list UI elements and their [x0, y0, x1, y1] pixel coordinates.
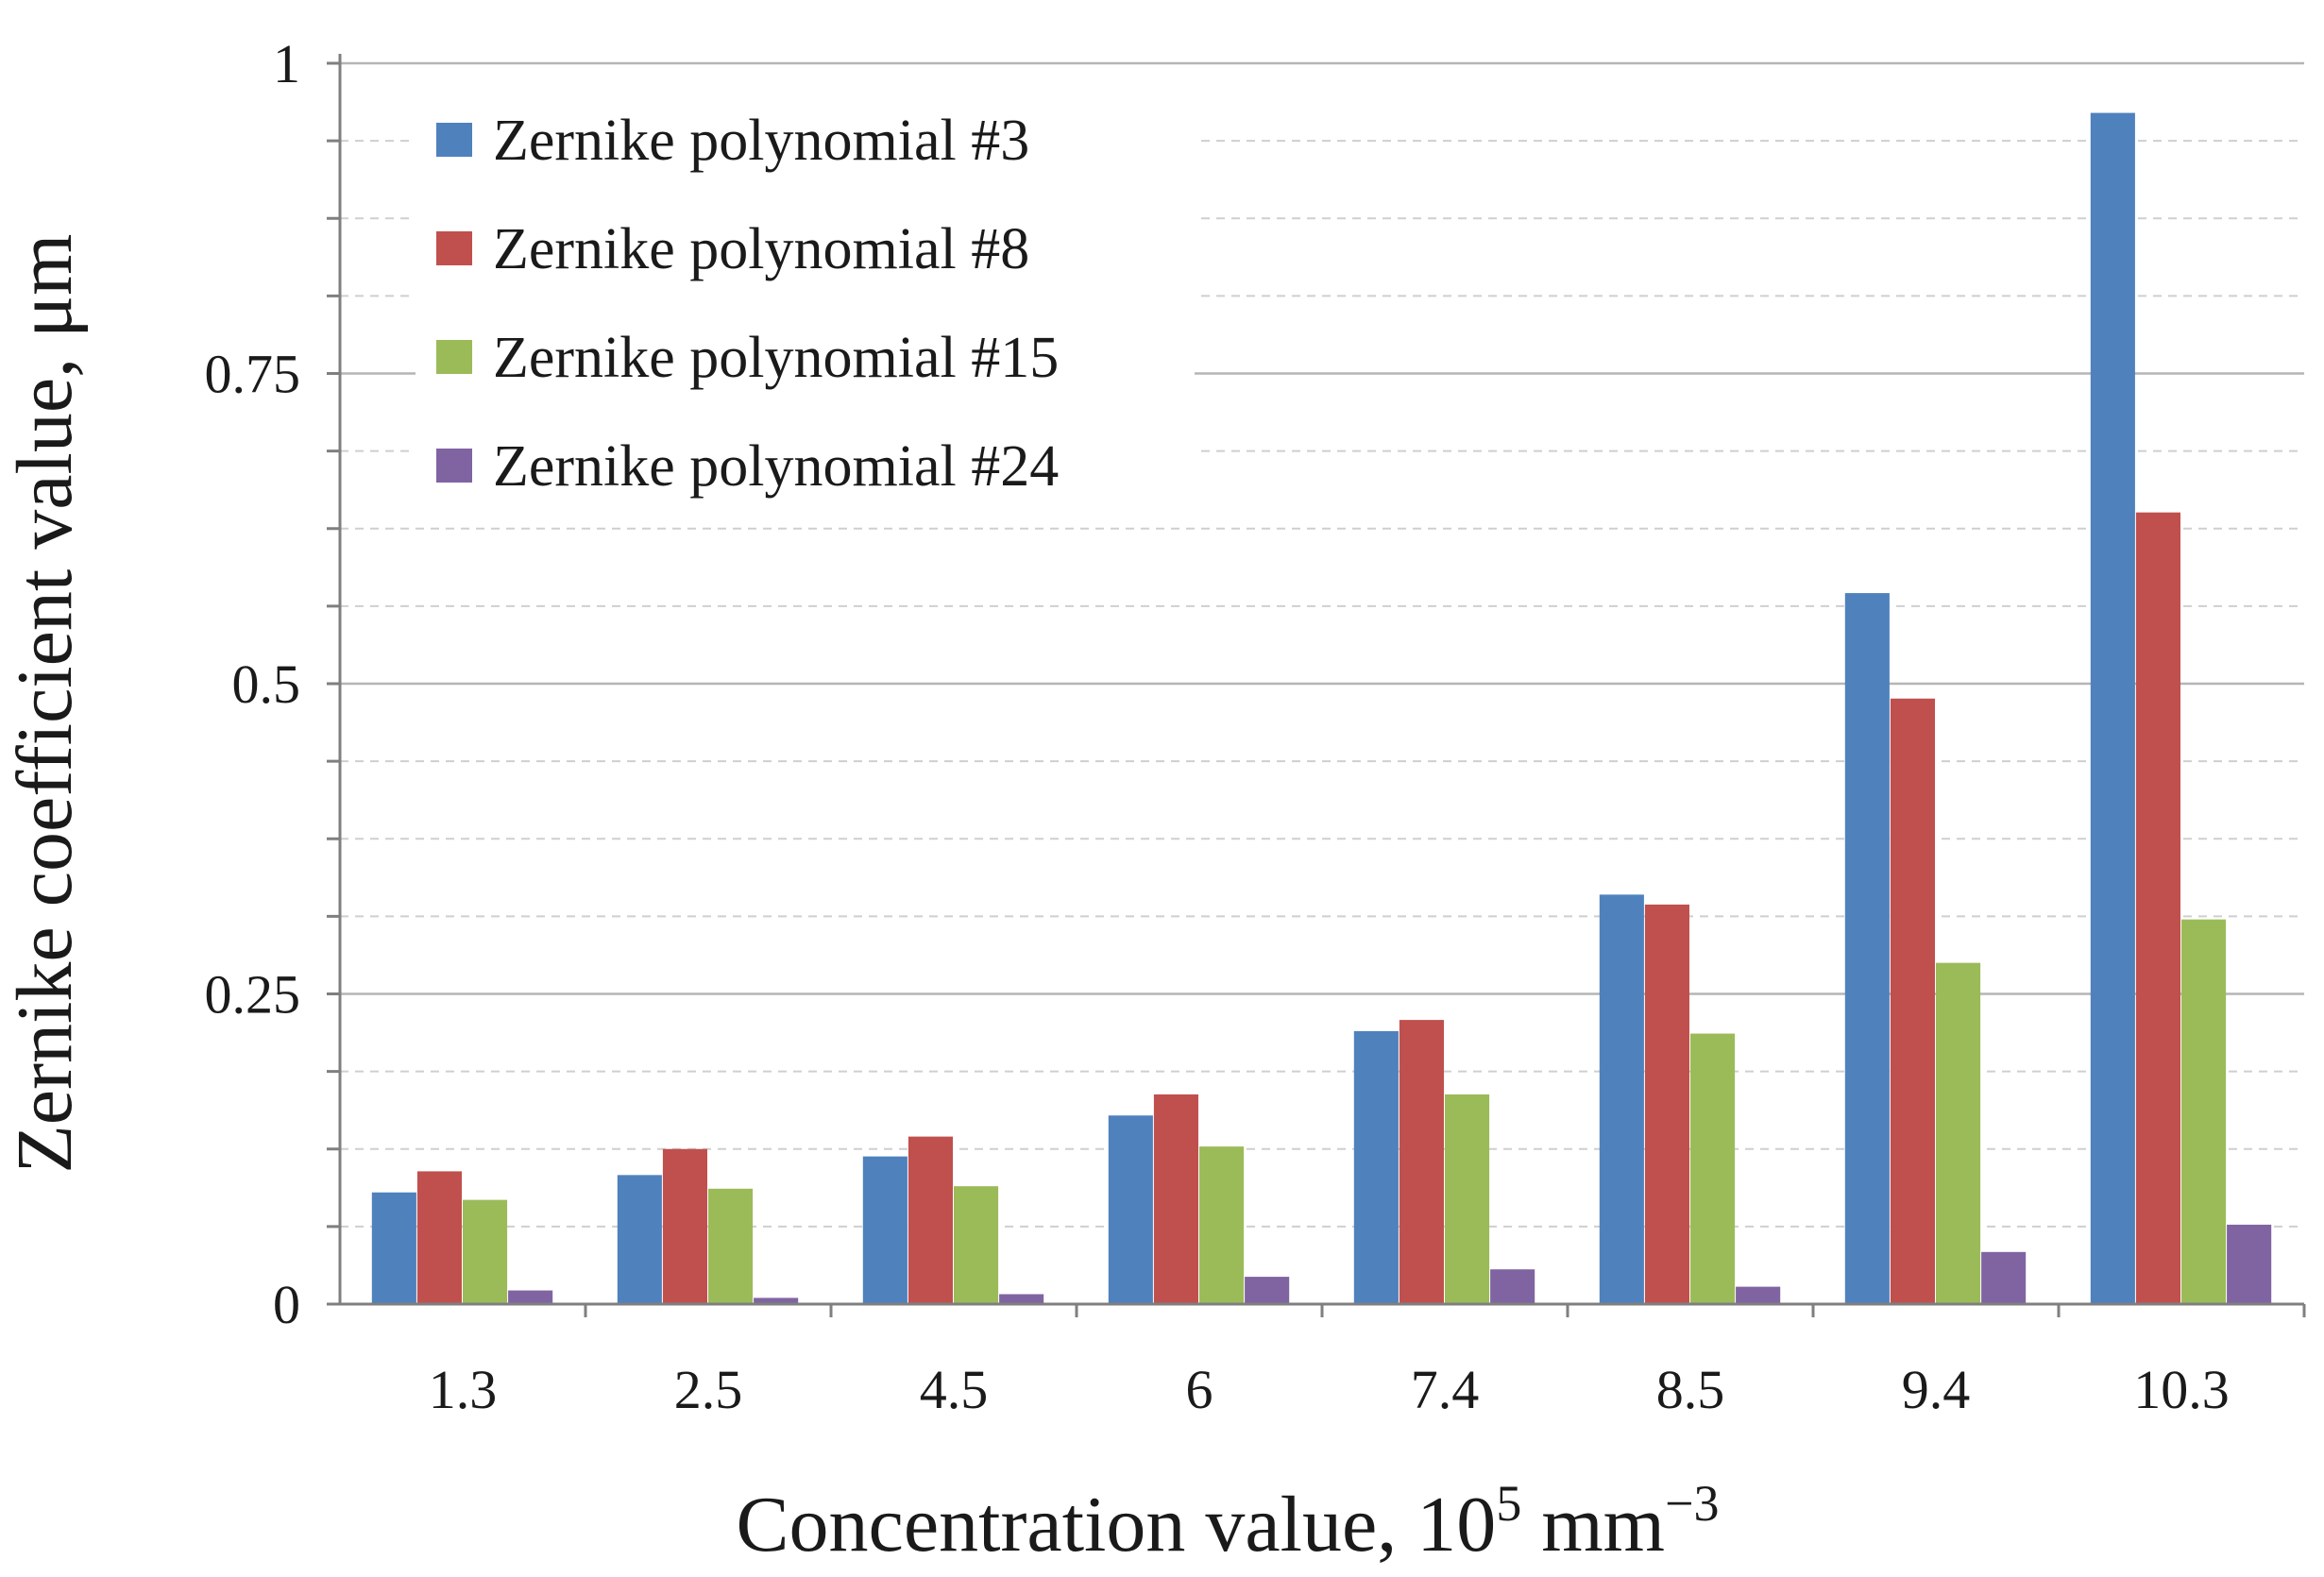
- x-tick-label: 10.3: [2133, 1359, 2230, 1420]
- bar: [1690, 1033, 1736, 1304]
- bar: [1108, 1115, 1153, 1304]
- bar: [1245, 1277, 1290, 1304]
- legend-label: Zernike polynomial #15: [493, 326, 1059, 390]
- bar: [2135, 512, 2180, 1304]
- y-tick-label: 0.25: [205, 964, 301, 1026]
- y-tick-label: 0.75: [205, 344, 301, 405]
- legend-swatch: [436, 123, 472, 157]
- legend-swatch: [436, 231, 472, 265]
- bar: [1445, 1094, 1490, 1304]
- bar: [754, 1297, 799, 1304]
- y-tick-labels: 0 0.25 0.5 0.75 1: [205, 33, 301, 1335]
- bar: [508, 1290, 553, 1304]
- x-tick-labels: 1.3 2.5 4.5 6 7.4 8.5 9.4 10.3: [429, 1359, 2230, 1420]
- x-tick-label: 6: [1186, 1359, 1213, 1420]
- bar: [617, 1175, 662, 1304]
- bar: [1399, 1020, 1444, 1304]
- y-tick-label: 0: [273, 1274, 300, 1335]
- x-tick-label: 8.5: [1656, 1359, 1725, 1420]
- y-axis-title: Zernike coefficient value, μm: [1, 233, 89, 1173]
- bar: [1153, 1094, 1198, 1304]
- bar: [662, 1148, 707, 1304]
- bar: [1981, 1251, 2027, 1304]
- bar: [1844, 593, 1890, 1304]
- legend-swatch: [436, 340, 472, 374]
- legend-swatch: [436, 449, 472, 483]
- legend-label: Zernike polynomial #24: [493, 434, 1059, 499]
- bar: [908, 1136, 953, 1304]
- bar: [1599, 894, 1644, 1304]
- x-tick-label: 1.3: [429, 1359, 498, 1420]
- y-tick-label: 1: [273, 33, 300, 94]
- bar: [1936, 962, 1981, 1304]
- bar: [1736, 1286, 1781, 1304]
- bar: [1199, 1146, 1245, 1304]
- bar: [2090, 112, 2135, 1304]
- bar: [1644, 904, 1689, 1304]
- bar: [2181, 919, 2227, 1304]
- x-tick-label: 4.5: [920, 1359, 989, 1420]
- bar: [2227, 1224, 2272, 1304]
- bar: [463, 1199, 508, 1304]
- legend-background: [416, 99, 1195, 524]
- bar: [1490, 1269, 1535, 1304]
- bar: [371, 1192, 416, 1304]
- axes: [327, 54, 2306, 1317]
- x-tick-label: 7.4: [1411, 1359, 1480, 1420]
- y-tick-label: 0.5: [232, 653, 301, 715]
- x-tick-label: 9.4: [1902, 1359, 1971, 1420]
- bar: [416, 1171, 462, 1304]
- bar: [1353, 1030, 1399, 1304]
- bars: [371, 112, 2272, 1304]
- bar: [999, 1294, 1044, 1304]
- legend-label: Zernike polynomial #8: [493, 217, 1029, 281]
- legend-label: Zernike polynomial #3: [493, 109, 1029, 173]
- bar: [708, 1188, 754, 1304]
- legend: Zernike polynomial #3 Zernike polynomial …: [416, 99, 1195, 524]
- bar: [954, 1186, 999, 1304]
- bar: [1890, 698, 1935, 1304]
- x-tick-label: 2.5: [674, 1359, 743, 1420]
- bar: [862, 1156, 908, 1304]
- x-axis-title: Concentration value, 105 mm−3: [737, 1475, 1720, 1569]
